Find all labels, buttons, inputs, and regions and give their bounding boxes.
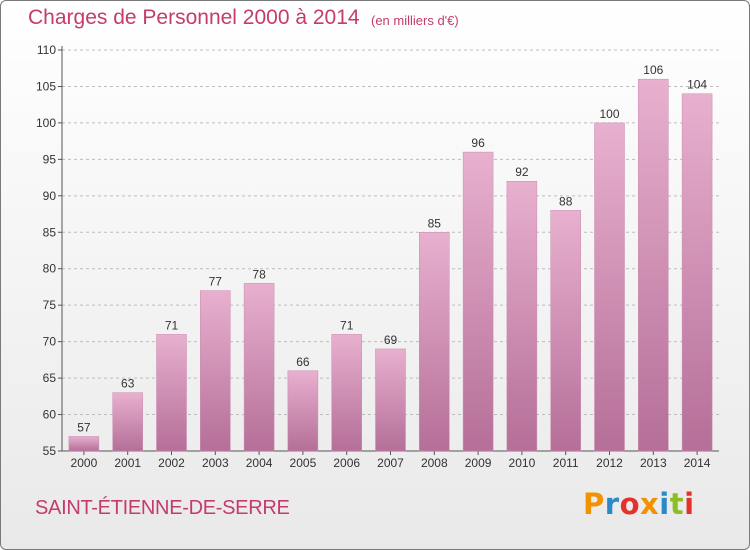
logo-letter: x — [640, 487, 660, 521]
bar-2005 — [287, 370, 319, 452]
bar-2004 — [243, 283, 275, 452]
logo-letter: P — [583, 487, 605, 521]
chart-subtitle: (en milliers d'€) — [371, 13, 459, 28]
x-tick-label: 2008 — [421, 456, 448, 470]
bar-value-label: 88 — [559, 194, 573, 208]
y-tick-label: 100 — [36, 116, 56, 130]
y-tick-label: 80 — [43, 262, 57, 276]
y-tick-label: 55 — [43, 444, 57, 458]
y-tick-label: 110 — [37, 43, 56, 57]
commune-name: SAINT-ÉTIENNE-DE-SERRE — [35, 497, 290, 519]
y-tick-label: 65 — [43, 371, 57, 385]
x-tick-label: 2011 — [553, 456, 579, 470]
y-tick-label: 95 — [43, 152, 57, 166]
y-tick-label: 60 — [43, 408, 57, 422]
x-tick-label: 2012 — [596, 456, 623, 470]
bar-2007 — [375, 348, 406, 452]
chart-title: Charges de Personnel 2000 à 2014 — [28, 6, 360, 29]
bars — [68, 78, 713, 452]
x-tick-label: 2000 — [71, 456, 98, 470]
x-tick-label: 2005 — [290, 456, 317, 470]
bar-2010 — [506, 180, 538, 452]
bar-value-label: 92 — [515, 165, 529, 179]
bar-value-label: 69 — [384, 333, 398, 347]
bar-value-label: 78 — [252, 267, 266, 281]
x-tick-label: 2010 — [509, 456, 536, 470]
axes: 55 60 65 70 75 80 85 90 95 100 105 110 2000 2001 2002 2… — [36, 43, 719, 470]
x-tick-label: 2014 — [684, 456, 711, 470]
y-tick-label: 105 — [36, 79, 56, 93]
y-tick-label: 70 — [43, 335, 57, 349]
y-tick-label: 75 — [43, 298, 57, 312]
x-tick-label: 2002 — [158, 456, 185, 470]
bar-value-label: 104 — [687, 78, 707, 92]
x-tick-label: 2013 — [640, 456, 667, 470]
bar-2003 — [200, 290, 231, 452]
bar-2013 — [638, 78, 669, 452]
bar-2009 — [462, 151, 494, 452]
logo-letter: r — [604, 487, 620, 521]
x-tick-label: 2007 — [377, 456, 404, 470]
bar-2012 — [594, 122, 625, 452]
bar-value-label: 96 — [471, 136, 485, 150]
y-tick-label: 90 — [43, 189, 57, 203]
proxiti-logo[interactable]: Proxiti — [583, 487, 695, 521]
bar-2002 — [156, 334, 187, 452]
bar-value-label: 77 — [209, 275, 223, 289]
bar-value-label: 66 — [296, 355, 310, 369]
bar-value-label: 71 — [165, 318, 179, 332]
bar-value-label: 57 — [77, 420, 91, 434]
bar-value-label: 85 — [428, 216, 442, 230]
bar-value-label: 63 — [121, 377, 135, 391]
value-labels: 57 63 71 77 78 66 71 69 85 96 92 88 100 106 104 — [77, 63, 707, 434]
bar-2000 — [68, 436, 100, 452]
x-tick-label: 2003 — [202, 456, 229, 470]
logo-letter: o — [619, 487, 641, 521]
x-tick-label: 2001 — [114, 456, 141, 470]
bar-2014 — [681, 93, 713, 452]
logo-letter: i — [659, 487, 670, 521]
bar-2008 — [419, 232, 450, 452]
x-tick-label: 2004 — [246, 456, 273, 470]
bar-2011 — [550, 210, 581, 452]
x-tick-label: 2009 — [465, 456, 492, 470]
bar-value-label: 100 — [599, 107, 619, 121]
bar-2006 — [331, 334, 362, 452]
logo-letter: t — [669, 487, 685, 521]
bar-2001 — [112, 392, 143, 452]
bar-value-label: 106 — [643, 63, 663, 77]
bar-value-label: 71 — [340, 318, 354, 332]
y-tick-label: 85 — [43, 225, 57, 239]
logo-letter: i — [684, 487, 695, 521]
x-tick-label: 2006 — [333, 456, 360, 470]
